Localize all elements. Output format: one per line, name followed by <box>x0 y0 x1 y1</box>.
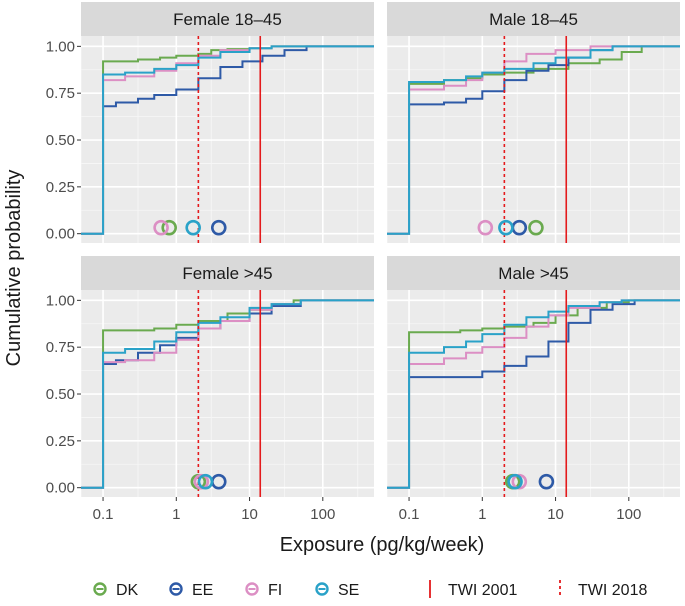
y-tick-label: 0.00 <box>46 480 75 497</box>
median-point-dk <box>528 219 544 236</box>
y-tick-label: 0.50 <box>46 386 75 403</box>
panel-strip <box>387 256 680 290</box>
median-point-fi <box>477 219 494 236</box>
legend-label-fi: FI <box>268 582 282 599</box>
panel-title: Female >45 <box>182 264 272 283</box>
panel-title: Female 18–45 <box>173 10 282 29</box>
legend-label-dk: DK <box>116 582 139 599</box>
legend-key-fi <box>245 582 259 596</box>
median-point-ee <box>538 473 555 490</box>
x-axis-title: Exposure (pg/kg/week) <box>280 534 485 556</box>
x-tick-label: 10 <box>547 506 564 523</box>
x-tick-label: 100 <box>310 506 335 523</box>
legend-label-twi-2001: TWI 2001 <box>448 582 517 599</box>
legend-label-ee: EE <box>192 582 213 599</box>
y-tick-label: 0.75 <box>46 339 75 356</box>
y-tick-label: 0.50 <box>46 132 75 149</box>
x-tick-label: 0.1 <box>93 506 114 523</box>
legend-label-se: SE <box>338 582 359 599</box>
panel-1: Female 18–45 0.00 0.25 0.50 0.75 1.00 <box>46 2 374 243</box>
y-tick-label: 1.00 <box>46 38 75 55</box>
gridlines <box>81 36 374 243</box>
y-tick-label: 1.00 <box>46 292 75 309</box>
panel-strip <box>81 256 374 290</box>
series-line-ee <box>81 45 374 235</box>
median-point-ee <box>210 219 227 236</box>
legend-key-ee <box>169 582 183 596</box>
legend-key-dk <box>93 582 107 596</box>
panel-4: Male >45 0.1 1 10 100 <box>387 256 680 523</box>
y-tick-label: 0.00 <box>46 226 75 243</box>
series-line-se <box>81 45 374 235</box>
panels-layer: Female 18–45 0.00 0.25 0.50 0.75 1.00 Male 18–… <box>46 2 680 523</box>
x-tick-label: 0.1 <box>399 506 420 523</box>
x-tick-label: 1 <box>172 506 180 523</box>
y-tick-label: 0.25 <box>46 433 75 450</box>
y-axis-title: Cumulative probability <box>3 170 25 367</box>
legend-label-twi-2018: TWI 2018 <box>578 582 647 599</box>
series-line-ee <box>387 299 680 489</box>
median-point-se <box>185 219 201 236</box>
panel-strip <box>81 2 374 36</box>
median-point-se <box>498 219 514 236</box>
median-point-dk <box>161 219 178 236</box>
x-tick-label: 10 <box>241 506 258 523</box>
panel-strip <box>387 2 680 36</box>
legend-key-se <box>315 582 329 596</box>
median-point-se <box>197 473 214 490</box>
y-tick-label: 0.25 <box>46 179 75 196</box>
x-tick-label: 1 <box>478 506 486 523</box>
panel-2: Male 18–45 <box>387 2 680 243</box>
y-tick-label: 0.75 <box>46 85 75 102</box>
panel-3: Female >45 0.00 0.25 0.50 0.75 1.00 0.1 1 10 100 <box>46 256 374 523</box>
legend: DK EE FI SE TWI 2001 TWI 2018 <box>93 580 647 599</box>
x-tick-label: 100 <box>616 506 641 523</box>
median-point-se <box>507 473 523 490</box>
panel-title: Male >45 <box>498 264 568 283</box>
panel-title: Male 18–45 <box>489 10 578 29</box>
median-point-fi <box>153 219 169 236</box>
series-line-se <box>387 299 680 489</box>
series-layer <box>387 299 680 489</box>
